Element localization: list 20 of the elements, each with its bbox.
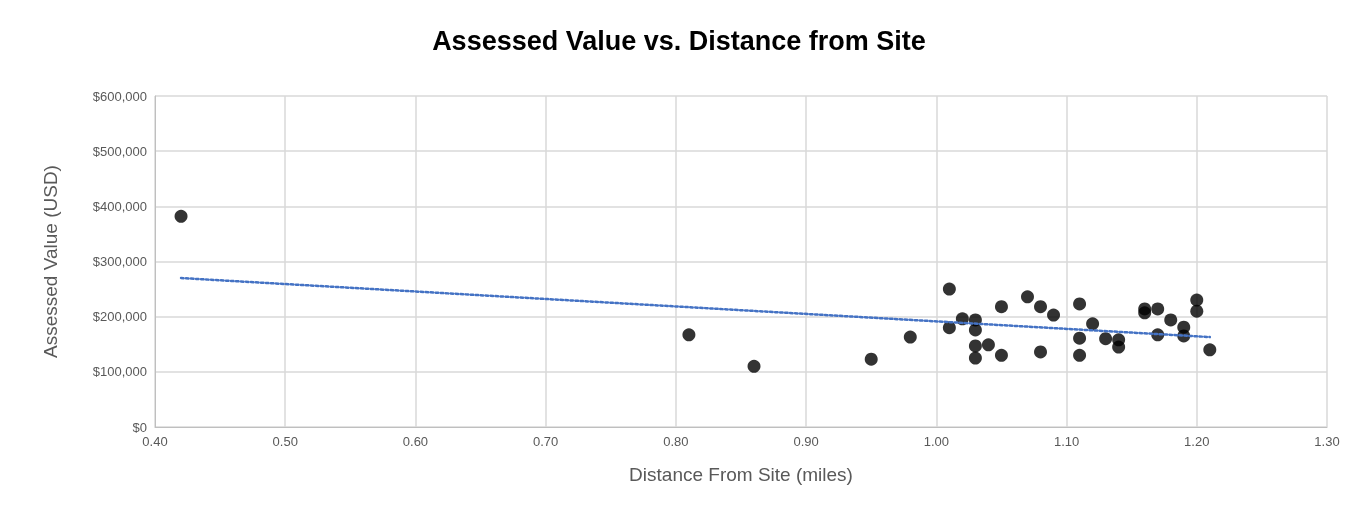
x-tick-label: 0.70 — [533, 434, 559, 449]
x-tick-label: 1.30 — [1314, 434, 1340, 449]
y-tick-label: $100,000 — [92, 364, 147, 380]
y-axis-title: Assessed Value (USD) — [40, 165, 61, 358]
y-tick-label: $500,000 — [92, 143, 147, 159]
chart-title: Assessed Value vs. Distance from Site — [432, 25, 926, 56]
y-tick-label: $300,000 — [92, 254, 147, 269]
x-tick-label: 0.80 — [663, 434, 689, 449]
x-tick-label: 1.20 — [1184, 434, 1210, 449]
x-tick-label: 0.50 — [272, 434, 298, 449]
x-tick-label: 0.90 — [793, 434, 819, 449]
x-tick-label: 1.00 — [923, 434, 949, 449]
x-tick-label: 1.10 — [1053, 434, 1080, 449]
x-tick-label: 0.60 — [402, 434, 429, 449]
x-axis-title: Distance From Site (miles) — [629, 464, 853, 485]
y-tick-label: $0 — [132, 419, 147, 435]
y-tick-label: $400,000 — [92, 198, 147, 214]
y-tick-label: $200,000 — [92, 309, 147, 325]
y-tick-label: $600,000 — [92, 88, 147, 104]
x-tick-label: 0.40 — [142, 434, 168, 449]
